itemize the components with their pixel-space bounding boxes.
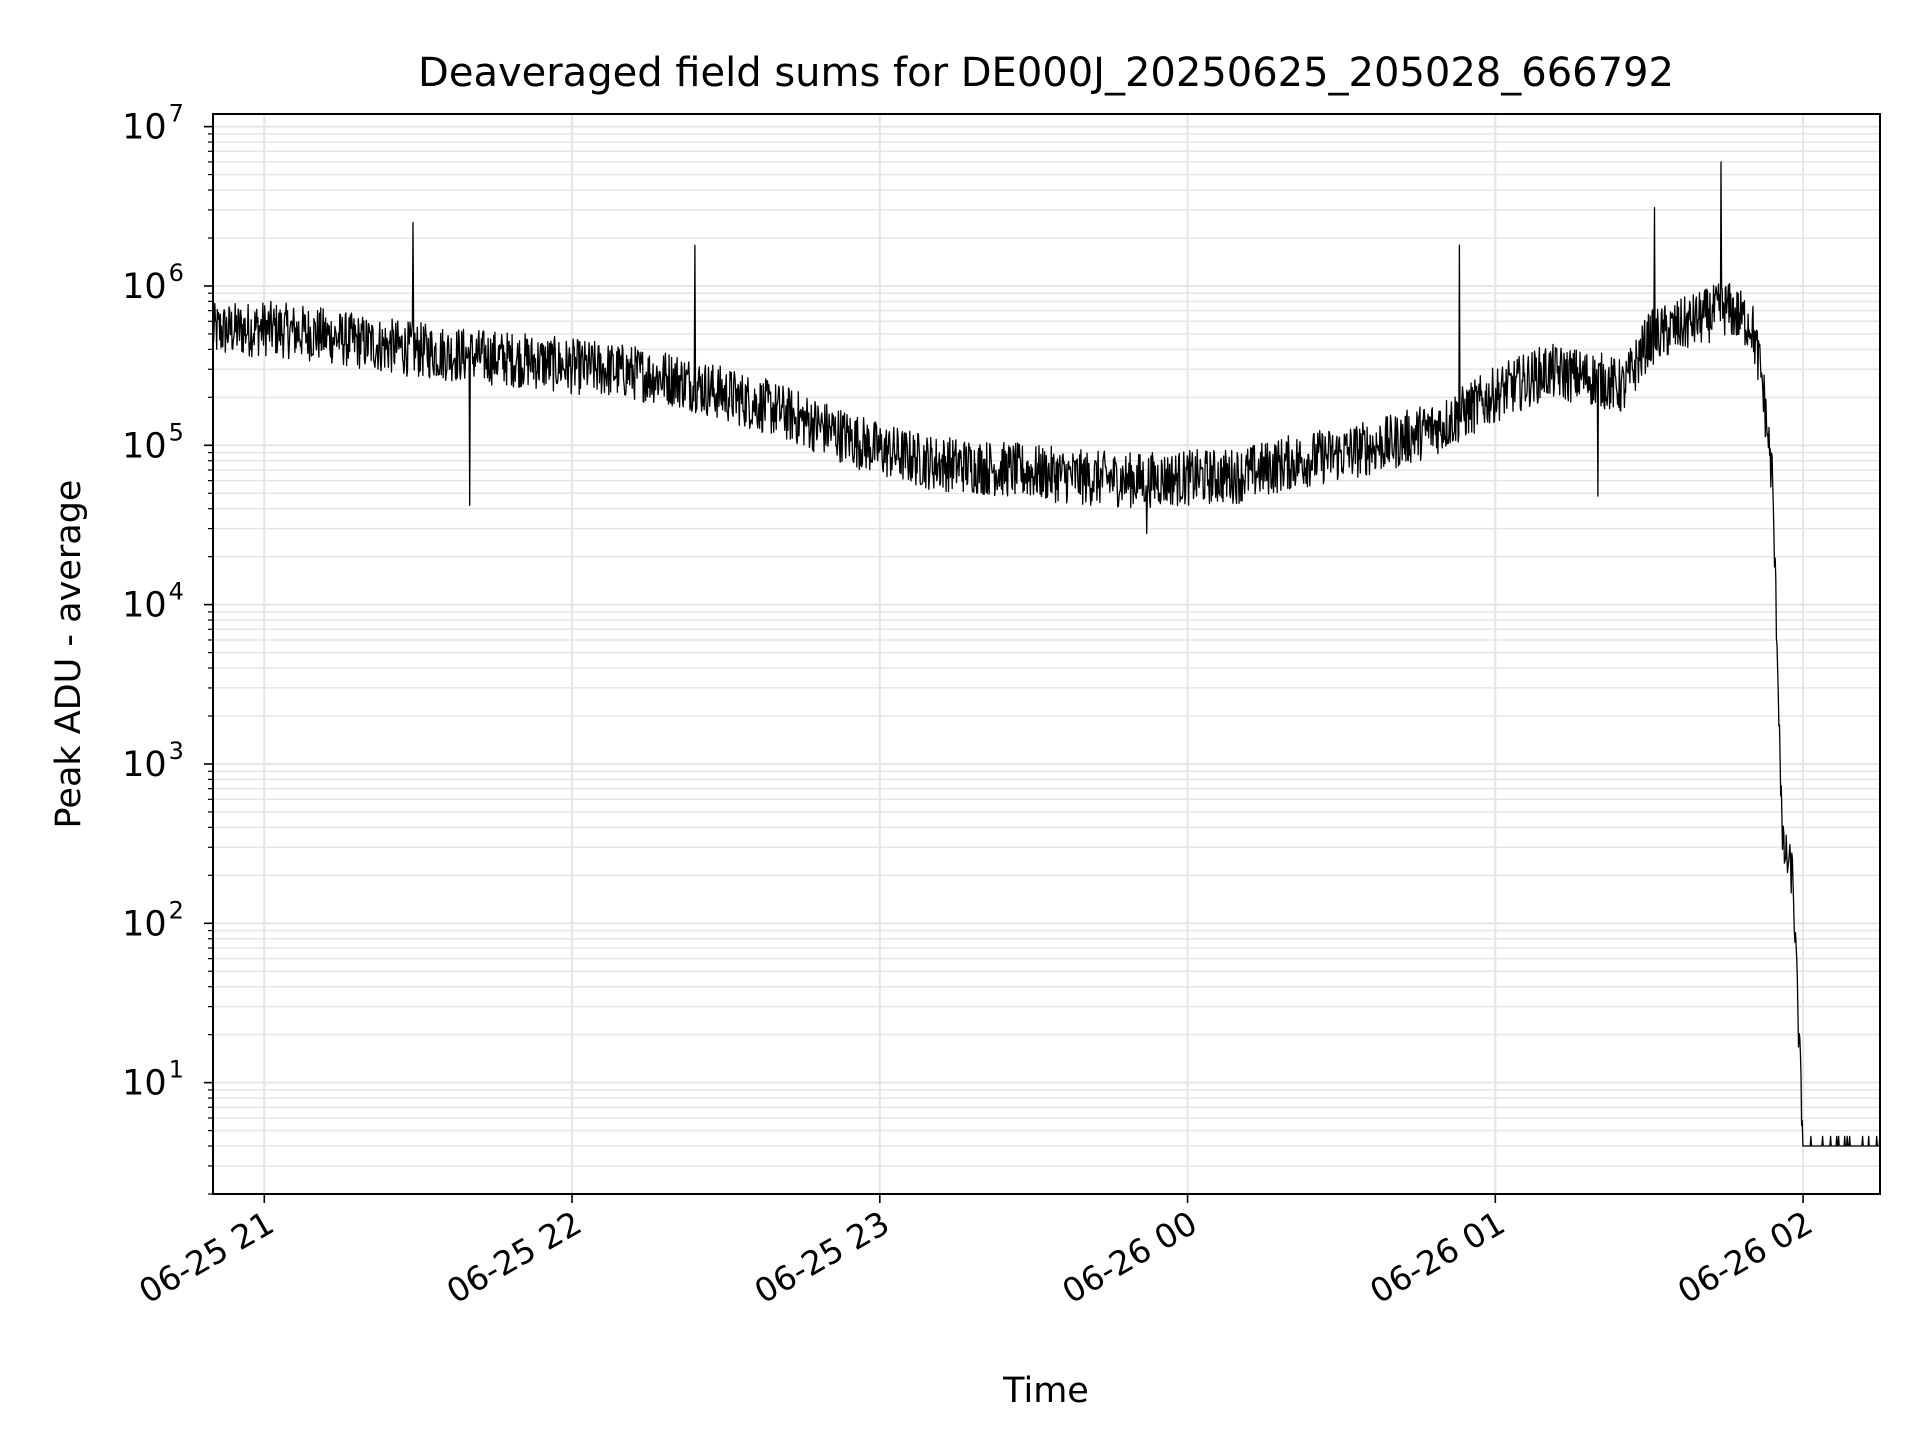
grid <box>213 114 1880 1195</box>
y-axis-label: Peak ADU - average <box>49 480 89 829</box>
data-line <box>212 161 1881 1147</box>
x-axis-label: Time <box>1002 1371 1089 1411</box>
data-series <box>212 161 1881 1147</box>
y-tick-label: 107 <box>122 100 184 148</box>
plot-frame <box>212 113 1881 1195</box>
chart-title: Deaveraged field sums for DE000J_2025062… <box>418 50 1674 96</box>
